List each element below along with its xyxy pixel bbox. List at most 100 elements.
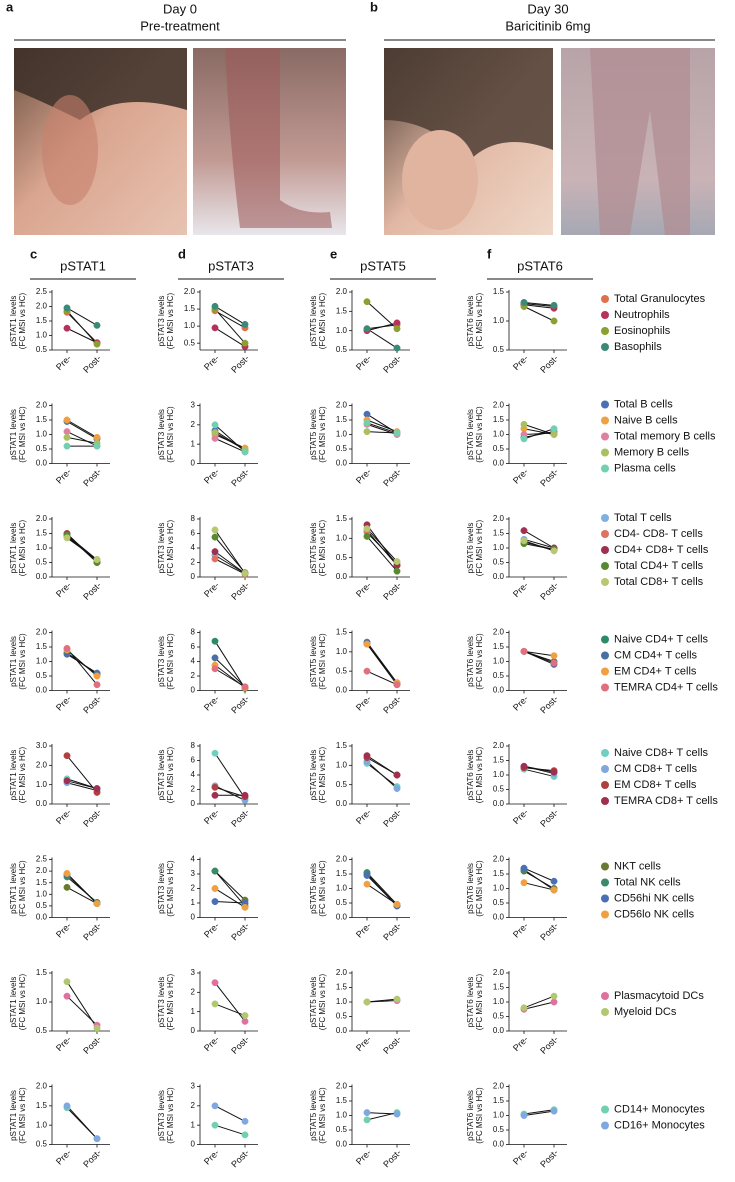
series-line — [366, 528, 398, 562]
data-point — [550, 317, 558, 325]
series-line — [366, 998, 398, 1003]
x-tick-label: Pre- — [54, 1034, 73, 1053]
y-tick-label: 1.0 — [36, 331, 48, 340]
y-tick-label: 3 — [191, 401, 196, 410]
y-axis-label: pSTAT5 levels — [309, 1090, 318, 1141]
y-axis-label: (FC MSI vs HC) — [475, 292, 484, 349]
y-axis-label: pSTAT5 levels — [309, 750, 318, 801]
y-axis-label: (FC MSI vs HC) — [475, 406, 484, 463]
y-axis-label: pSTAT1 levels — [9, 1090, 18, 1141]
series-line — [366, 643, 398, 684]
chart: 0.0 0.5 1.0 1.5 2.0 pSTAT6 levels (FC MSI vs H… — [466, 628, 567, 715]
series-line — [366, 670, 398, 686]
y-tick-label: 2 — [191, 785, 196, 794]
legend-marker — [601, 635, 609, 644]
y-tick-label: 2.0 — [336, 401, 348, 410]
y-tick-label: 1.0 — [336, 1111, 348, 1120]
y-tick-label: 1.5 — [336, 869, 348, 878]
y-axis-label: pSTAT1 levels — [9, 636, 18, 687]
chart: 0.0 0.5 1.0 1.5 2.0 pSTAT6 levels (FC MSI vs H… — [466, 514, 567, 602]
y-tick-label: 1.5 — [184, 304, 196, 313]
legend-marker — [601, 400, 609, 409]
y-tick-label: 1.5 — [493, 287, 505, 296]
y-tick-label: 1.5 — [336, 983, 348, 992]
y-axis-label: pSTAT5 levels — [309, 977, 318, 1028]
y-tick-label: 0.0 — [336, 686, 348, 695]
y-tick-label: 2 — [191, 558, 196, 567]
series-line — [523, 882, 555, 891]
y-tick-label: 1 — [191, 1007, 196, 1016]
data-point — [363, 325, 371, 333]
x-tick-label: Post- — [81, 580, 103, 602]
y-axis-label: (FC MSI vs HC) — [18, 406, 27, 463]
legend-label: CD56lo NK cells — [614, 908, 695, 920]
data-point — [550, 547, 558, 555]
series-line — [366, 1112, 398, 1115]
y-axis-label: pSTAT3 levels — [157, 863, 166, 914]
x-tick-label: Pre- — [202, 921, 221, 940]
legend-marker — [601, 1008, 609, 1016]
chart: 0.0 1.0 2.0 3.0 pSTAT1 levels (FC MSI vs HC) P… — [9, 741, 110, 829]
y-tick-label: 1.0 — [493, 316, 505, 325]
x-tick-label: Pre- — [202, 807, 221, 826]
legend-label: TEMRA CD8+ T cells — [614, 795, 718, 807]
data-point — [241, 791, 249, 799]
x-tick-label: Post- — [229, 353, 251, 375]
series-line — [523, 768, 555, 777]
series-line — [523, 1110, 555, 1116]
y-tick-label: 0.5 — [336, 1012, 348, 1021]
data-point — [393, 325, 401, 333]
chart: 0 2 4 6 8 pSTAT3 levels (FC MSI vs HC) Pre- Post… — [157, 514, 258, 602]
y-axis-label: pSTAT1 levels — [9, 523, 18, 574]
x-tick-label: Pre- — [354, 467, 373, 486]
data-point — [363, 872, 371, 879]
column-title: pSTAT5 — [360, 258, 406, 273]
legend-marker — [601, 667, 609, 676]
chart: 0.0 0.5 1.0 1.5 2.0 pSTAT6 levels (FC MSI vs H… — [466, 741, 567, 829]
x-tick-label: Pre- — [354, 353, 373, 372]
y-axis-label: pSTAT3 levels — [157, 296, 166, 347]
x-tick-label: Post- — [538, 807, 560, 829]
data-point — [550, 652, 558, 660]
photo-caption: Pre-treatment — [140, 18, 220, 33]
series-line — [214, 437, 246, 453]
y-axis-label: (FC MSI vs HC) — [166, 860, 175, 917]
series-line — [66, 648, 98, 686]
x-tick-label: Post- — [229, 694, 251, 716]
data-point — [63, 869, 71, 877]
series-line — [214, 424, 246, 453]
y-tick-label: 1.5 — [493, 642, 505, 651]
legend-label: Eosinophils — [614, 325, 671, 337]
y-axis-label: (FC MSI vs HC) — [318, 973, 327, 1030]
series-line — [366, 530, 398, 566]
y-axis-label: (FC MSI vs HC) — [318, 519, 327, 576]
x-tick-label: Post- — [381, 580, 403, 602]
series-line — [66, 886, 98, 905]
legend-label: Total CD4+ T cells — [614, 560, 704, 572]
data-point — [211, 637, 219, 645]
data-point — [520, 435, 528, 443]
y-axis-label: pSTAT5 levels — [309, 636, 318, 687]
series-line — [214, 529, 246, 574]
data-point — [93, 340, 101, 348]
data-point — [211, 302, 219, 310]
series-line — [214, 901, 246, 904]
y-tick-label: 0.0 — [493, 686, 505, 695]
legend-marker — [601, 514, 609, 522]
y-tick-label: 2.0 — [36, 1082, 48, 1091]
chart: 0.0 0.5 1.0 1.5 2.0 pSTAT6 levels (FC MSI vs H… — [466, 855, 567, 942]
y-tick-label: 1.0 — [493, 543, 505, 552]
y-tick-label: 1.5 — [36, 529, 48, 538]
y-tick-label: 1.0 — [493, 770, 505, 779]
y-axis-label: pSTAT1 levels — [9, 409, 18, 460]
y-axis-label: (FC MSI vs HC) — [18, 973, 27, 1030]
legend-label: Naive CD8+ T cells — [614, 747, 709, 759]
data-point — [211, 434, 219, 442]
y-tick-label: 1.5 — [336, 415, 348, 424]
y-tick-label: 3 — [191, 1082, 196, 1091]
data-point — [393, 429, 401, 437]
data-point — [393, 785, 401, 792]
panel-letter: d — [178, 246, 186, 261]
data-point — [63, 416, 71, 424]
y-axis-label: pSTAT1 levels — [9, 296, 18, 347]
